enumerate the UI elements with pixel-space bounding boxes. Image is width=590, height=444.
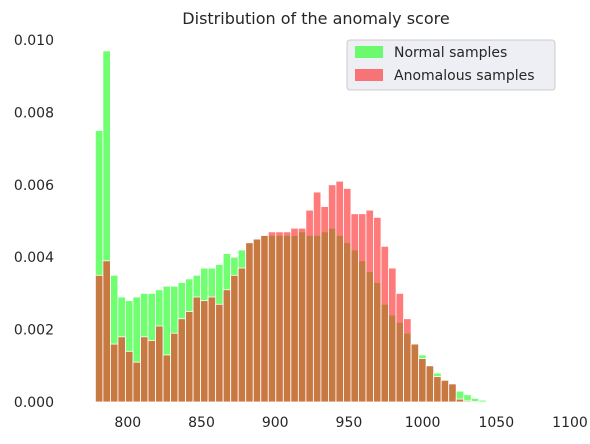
anomalous-bar [351, 214, 359, 402]
y-tick-label: 0.000 [14, 395, 54, 411]
anomalous-bar [411, 344, 419, 402]
anomalous-bar [238, 268, 246, 402]
anomalous-bar [216, 304, 224, 402]
anomalous-bar [118, 337, 126, 402]
anomalous-bar [434, 377, 442, 402]
anomalous-bar [193, 297, 201, 402]
anomalous-bar [426, 366, 434, 402]
y-tick-label: 0.008 [14, 105, 54, 121]
anomalous-bar [178, 319, 186, 402]
anomalous-bar [419, 359, 427, 402]
x-tick-label: 850 [188, 415, 215, 431]
anomalous-bar [246, 243, 254, 402]
series-anomalous-samples [95, 181, 478, 402]
anomalous-bar [336, 181, 344, 402]
anomalous-bar [396, 293, 404, 402]
legend-label-anomalous: Anomalous samples [394, 68, 535, 84]
anomalous-bar [95, 275, 103, 402]
anomalous-bar [201, 301, 209, 402]
anomalous-bar [291, 228, 299, 402]
anomalous-bar [208, 297, 216, 402]
anomalous-bar [381, 246, 389, 402]
anomalous-bar [171, 333, 179, 402]
anomalous-bar [374, 217, 382, 402]
anomalous-bar [110, 344, 118, 402]
y-tick-label: 0.010 [14, 33, 54, 49]
legend-label-normal: Normal samples [394, 45, 507, 61]
y-tick-label: 0.006 [14, 178, 54, 194]
anomalous-bar [343, 188, 351, 402]
anomalous-bar [223, 290, 231, 402]
x-tick-label: 1050 [478, 415, 514, 431]
y-tick-label: 0.004 [14, 250, 54, 266]
anomalous-bar [148, 340, 156, 402]
anomalous-bar [283, 232, 291, 402]
legend-swatch-normal [355, 46, 383, 58]
y-axis: 0.000 0.002 0.004 0.006 0.008 0.010 [14, 33, 54, 411]
anomalous-bar [306, 210, 314, 402]
anomalous-bar [464, 401, 472, 402]
x-tick-label: 1100 [552, 415, 588, 431]
anomalous-bar [140, 337, 148, 402]
anomalous-bar [261, 235, 269, 402]
anomalous-bar [358, 214, 366, 402]
bars-layer [95, 51, 486, 402]
x-tick-label: 1000 [405, 415, 441, 431]
anomalous-bar [133, 362, 141, 402]
anomalous-bar [389, 268, 397, 402]
anomalous-bar [449, 384, 457, 402]
anomalous-bar [366, 210, 374, 402]
anomalous-bar [276, 232, 284, 402]
x-tick-label: 950 [336, 415, 363, 431]
y-tick-label: 0.002 [14, 323, 54, 339]
anomalous-bar [163, 355, 171, 402]
legend-swatch-anomalous [355, 69, 383, 81]
anomalous-bar [125, 351, 133, 402]
anomalous-bar [313, 192, 321, 402]
anomalous-bar [298, 228, 306, 402]
anomalous-bar [231, 275, 239, 402]
x-tick-label: 800 [114, 415, 141, 431]
x-axis: 800 850 900 950 1000 1050 1100 [114, 415, 587, 431]
anomalous-bar [321, 207, 329, 402]
anomalous-bar [456, 399, 464, 402]
anomalous-bar [253, 239, 261, 402]
anomalous-bar [156, 326, 164, 402]
normal-bar [479, 400, 487, 402]
anomalous-bar [186, 312, 194, 403]
legend: Normal samples Anomalous samples [347, 40, 555, 90]
x-tick-label: 900 [262, 415, 289, 431]
anomalous-bar [441, 380, 449, 402]
anomalous-bar [404, 319, 412, 402]
anomalous-bar [268, 232, 276, 402]
anomalous-bar [103, 261, 111, 402]
anomalous-bar [328, 185, 336, 402]
chart-title: Distribution of the anomaly score [182, 9, 449, 28]
